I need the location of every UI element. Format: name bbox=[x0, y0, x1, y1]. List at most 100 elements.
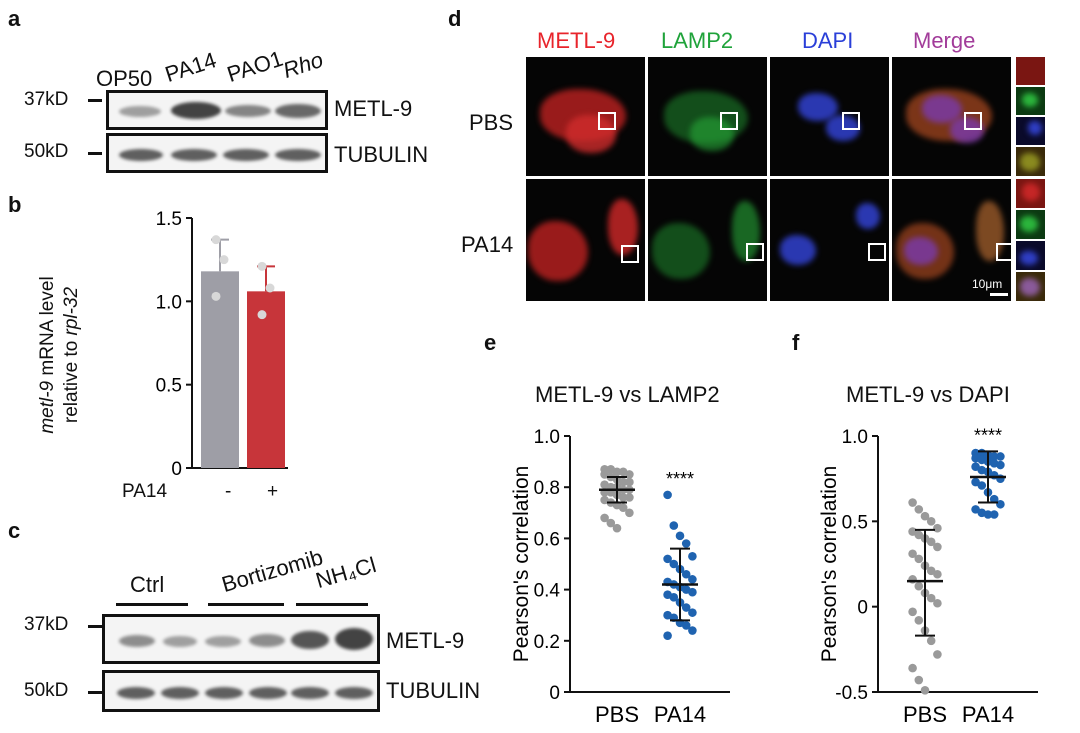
data-point bbox=[675, 531, 685, 541]
cell bbox=[1022, 93, 1038, 107]
band bbox=[291, 631, 329, 649]
mw-tick bbox=[88, 691, 102, 694]
mw-marker-37kd-c: 37kD bbox=[24, 614, 69, 635]
channel-label-merge: Merge bbox=[913, 28, 976, 53]
roi-box bbox=[720, 112, 738, 130]
cell bbox=[690, 117, 734, 151]
image-pbs-lamp2 bbox=[648, 57, 767, 176]
band bbox=[171, 102, 221, 119]
panel-e-letter: e bbox=[484, 330, 497, 355]
chart-b: 0 0.5 1.0 1.5 bbox=[156, 209, 288, 480]
data-point bbox=[933, 650, 942, 659]
data-point bbox=[688, 626, 697, 635]
band bbox=[119, 149, 163, 161]
ylabel-ref-gene: rpl-32 bbox=[61, 286, 82, 336]
data-point bbox=[688, 608, 697, 617]
panel-d-letter: d bbox=[448, 6, 462, 31]
data-point bbox=[920, 511, 930, 521]
inset-pbs-dapi bbox=[1016, 117, 1045, 145]
data-point bbox=[600, 513, 609, 523]
data-point bbox=[257, 310, 267, 320]
significance-label: **** bbox=[666, 469, 694, 489]
data-point bbox=[933, 542, 942, 552]
blot-a-metl9 bbox=[106, 90, 328, 130]
panel-a-letter: a bbox=[8, 6, 21, 31]
lane-label-rho: Rho bbox=[279, 46, 327, 84]
lane-label-pao1: PAO1 bbox=[223, 45, 286, 88]
ylabel-gene: metl-9 bbox=[37, 380, 58, 434]
panel-e-title: METL-9 vs LAMP2 bbox=[535, 382, 720, 407]
cell bbox=[976, 201, 1004, 261]
data-point bbox=[625, 477, 634, 487]
cell bbox=[1020, 251, 1038, 265]
cell bbox=[1020, 278, 1040, 296]
data-point bbox=[977, 481, 987, 490]
data-point bbox=[219, 255, 229, 265]
inset-pa14-metl9 bbox=[1016, 179, 1045, 208]
roi-box bbox=[964, 112, 982, 130]
cell bbox=[528, 221, 588, 281]
blot-c-metl9 bbox=[102, 614, 380, 664]
mw-marker-50kd: 50kD bbox=[24, 141, 69, 162]
cell bbox=[1022, 183, 1040, 201]
roi-box bbox=[598, 112, 616, 130]
scale-bar-label: 10μm bbox=[972, 277, 1003, 291]
image-pbs-merge bbox=[892, 57, 1011, 176]
data-point bbox=[933, 523, 942, 533]
y-tick-label: 0 bbox=[171, 459, 182, 480]
data-point bbox=[618, 503, 628, 512]
data-point bbox=[983, 510, 993, 519]
protein-label-metl9-a: METL-9 bbox=[334, 96, 413, 121]
image-pa14-lamp2 bbox=[648, 179, 767, 301]
y-tick-label: 0.4 bbox=[534, 581, 561, 602]
blot-c-tubulin bbox=[102, 670, 380, 712]
data-point bbox=[933, 569, 942, 579]
data-point bbox=[688, 575, 697, 584]
band bbox=[161, 687, 199, 699]
y-tick-label: 1.0 bbox=[156, 292, 182, 313]
y-tick-label: 0.5 bbox=[156, 376, 182, 397]
cell bbox=[780, 235, 816, 265]
data-point bbox=[669, 559, 679, 569]
data-point bbox=[908, 575, 917, 584]
roi-box bbox=[746, 243, 764, 261]
inset-pbs-merge bbox=[1016, 147, 1045, 176]
roi-box bbox=[996, 243, 1011, 261]
cell bbox=[566, 115, 616, 153]
data-point bbox=[681, 569, 691, 579]
inset-pa14-dapi bbox=[1016, 241, 1045, 270]
data-point bbox=[914, 616, 924, 625]
cell bbox=[1028, 121, 1042, 135]
inset-pa14-lamp2 bbox=[1016, 210, 1045, 239]
band bbox=[117, 687, 155, 699]
band bbox=[119, 106, 161, 117]
band bbox=[205, 636, 241, 647]
band bbox=[249, 687, 287, 699]
data-point bbox=[908, 607, 917, 617]
roi-box bbox=[842, 112, 860, 130]
data-point bbox=[908, 663, 917, 673]
data-point bbox=[612, 467, 622, 477]
data-point bbox=[681, 621, 691, 630]
lane-label-pa14: PA14 bbox=[161, 47, 220, 88]
roi-box bbox=[621, 245, 639, 263]
channel-label-dapi: DAPI bbox=[802, 28, 854, 53]
panel-b-letter: b bbox=[8, 192, 22, 217]
data-point bbox=[669, 521, 679, 530]
y-tick-label: 1.5 bbox=[156, 209, 182, 230]
significance-label: **** bbox=[974, 425, 1002, 445]
data-point bbox=[989, 452, 999, 461]
roi-box bbox=[868, 243, 886, 261]
x-tick-label: PA14 bbox=[962, 702, 1014, 727]
row-label-pa14: PA14 bbox=[461, 232, 514, 257]
inset-pa14-merge bbox=[1016, 272, 1045, 301]
image-pa14-dapi bbox=[770, 179, 889, 301]
data-point bbox=[681, 603, 691, 612]
data-point bbox=[908, 549, 917, 559]
group-label-bortizomib: Bortizomib bbox=[218, 544, 326, 598]
data-point bbox=[933, 598, 942, 608]
protein-label-tubulin-a: TUBULIN bbox=[334, 142, 429, 167]
data-point bbox=[257, 261, 267, 271]
